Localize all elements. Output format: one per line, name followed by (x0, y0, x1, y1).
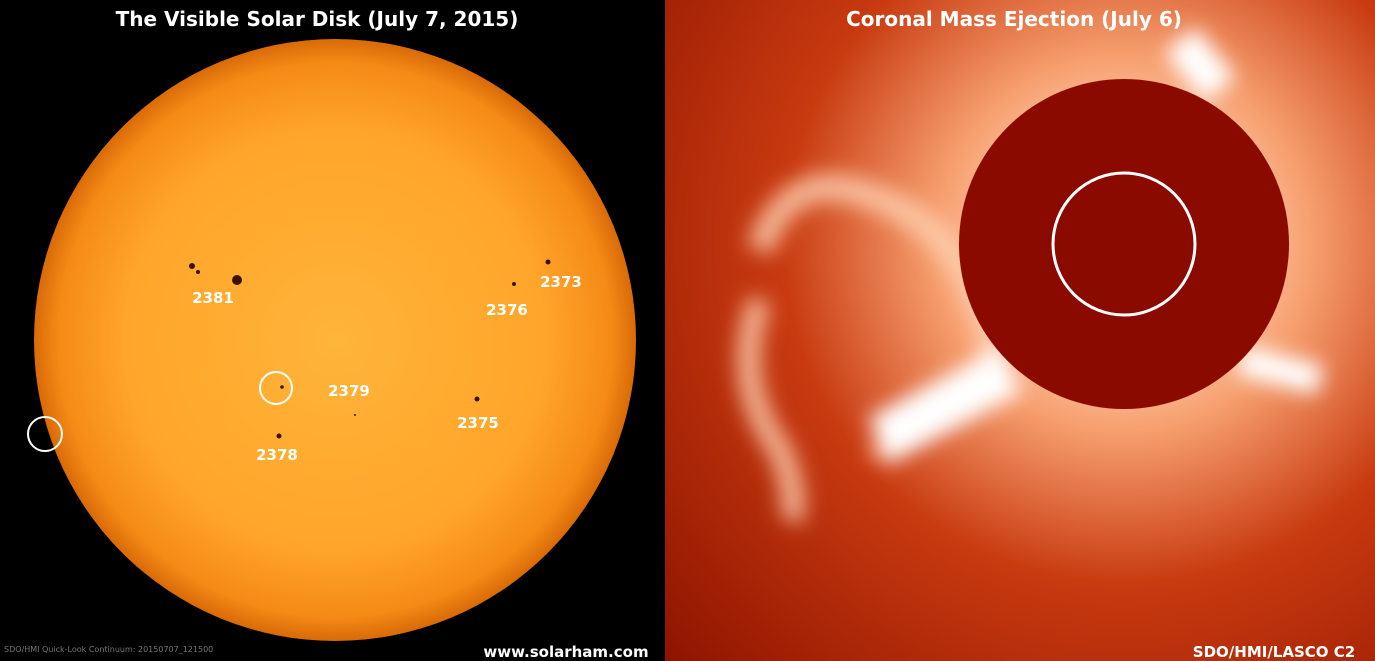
sun-outline (1051, 171, 1197, 317)
panel-title: The Visible Solar Disk (July 7, 2015) (116, 7, 519, 31)
sunspot-label: 2381 (192, 289, 234, 307)
solar-disk (34, 39, 636, 641)
credit: SDO/HMI/LASCO C2 (1193, 643, 1355, 661)
caption: SDO/HMI Quick-Look Continuum: 20150707_1… (4, 645, 213, 654)
panel-title: Coronal Mass Ejection (July 6) (846, 7, 1182, 31)
highlight-circle (259, 371, 293, 405)
highlight-circle (27, 416, 63, 452)
sunspot-label: 2378 (256, 446, 298, 464)
sunspots (189, 259, 551, 439)
sunspot-label: 2376 (486, 301, 528, 319)
occulter (959, 79, 1289, 409)
sunspot-label: 2375 (457, 414, 499, 432)
website: www.solarham.com (483, 643, 648, 661)
sunspot-label: 2379 (328, 382, 370, 400)
cme-structure (736, 27, 1324, 526)
sunspot-label: 2373 (540, 273, 582, 291)
